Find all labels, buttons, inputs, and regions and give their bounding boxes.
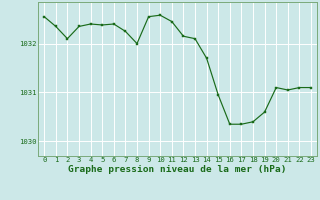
X-axis label: Graphe pression niveau de la mer (hPa): Graphe pression niveau de la mer (hPa) xyxy=(68,165,287,174)
